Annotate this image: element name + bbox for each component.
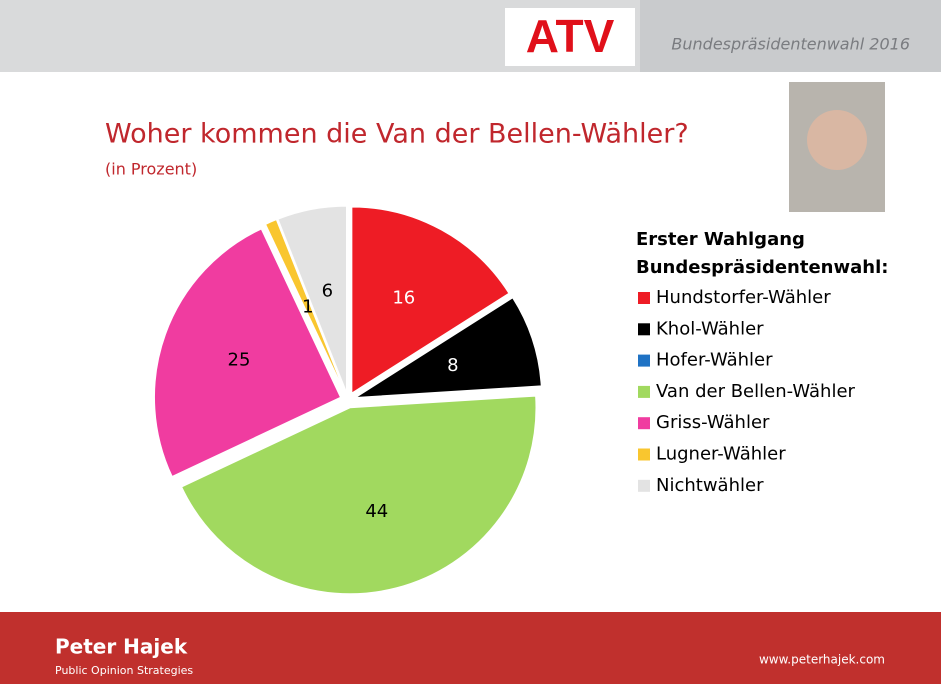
logo-box: [505, 8, 635, 66]
legend-label: Nichtwähler: [656, 475, 764, 496]
legend-label: Griss-Wähler: [656, 412, 770, 433]
legend-label: Hundstorfer-Wähler: [656, 287, 831, 308]
legend-swatch: [638, 354, 650, 367]
footer-url: www.peterhajek.com: [759, 653, 885, 667]
pie-slice: [277, 205, 348, 393]
pie: 16 8 44 25 16: [153, 205, 542, 595]
legend-label: Lugner-Wähler: [656, 444, 786, 465]
legend: Hundstorfer-Wähler Khol-Wähler Hofer-Wähle…: [638, 287, 856, 496]
data-label: 16: [392, 287, 415, 308]
pie-slice: [181, 395, 537, 595]
legend-label: Khol-Wähler: [656, 318, 764, 339]
legend-swatch: [638, 323, 650, 336]
footer-tagline: Public Opinion Strategies: [55, 664, 193, 677]
footer-bar: [0, 612, 941, 684]
data-label: 44: [365, 501, 388, 522]
legend-swatch: [638, 479, 650, 492]
legend-swatch: [638, 417, 650, 430]
data-label: 6: [322, 281, 333, 302]
legend-title: Bundespräsidentenwahl:: [636, 257, 888, 278]
legend-swatch: [638, 292, 650, 304]
legend-title: Erster Wahlgang: [636, 229, 805, 250]
header-caption: Bundespräsidentenwahl 2016: [671, 35, 910, 54]
legend-label: Van der Bellen-Wähler: [656, 381, 856, 402]
logo: ATV: [526, 10, 615, 62]
portrait-face: [807, 110, 867, 170]
data-label: 25: [228, 350, 251, 371]
pie-slice: [355, 297, 542, 399]
chart-subtitle: (in Prozent): [105, 160, 197, 179]
legend-label: Hofer-Wähler: [656, 350, 773, 371]
pie-slice: [351, 206, 510, 394]
pie-slice: [264, 219, 346, 393]
legend-swatch: [638, 385, 650, 398]
data-label: 8: [447, 355, 458, 376]
header-caption-box: [640, 0, 941, 72]
data-label: 1: [302, 296, 313, 317]
legend-swatch: [638, 448, 650, 461]
pie-slice: [153, 228, 342, 478]
chart-title: Woher kommen die Van der Bellen-Wähler?: [105, 119, 689, 150]
footer-name: Peter Hajek: [55, 635, 188, 659]
